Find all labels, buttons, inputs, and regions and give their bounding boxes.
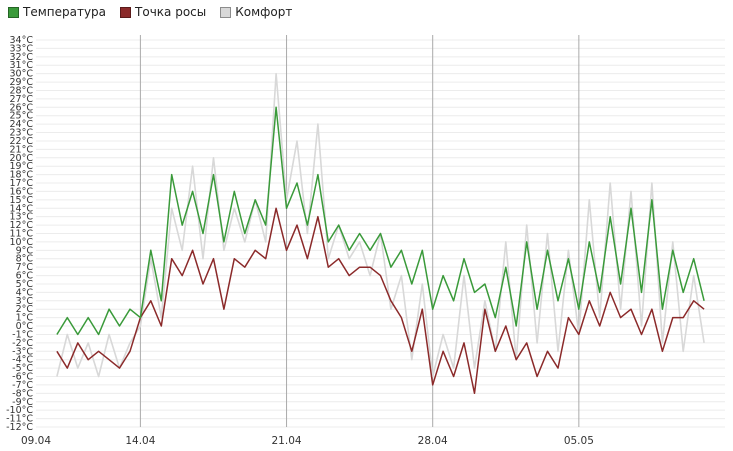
y-tick-label: 11°C (10, 229, 34, 240)
y-tick-label: -9°C (12, 397, 33, 408)
y-tick-label: -3°C (12, 346, 33, 357)
y-tick-label: 7°C (16, 262, 34, 273)
x-tick-label: 28.04 (418, 435, 448, 447)
y-tick-label: 5°C (16, 279, 34, 290)
y-tick-label: 21°C (10, 144, 34, 155)
x-tick-label: 09.04 (21, 435, 51, 447)
y-tick-label: 30°C (10, 69, 34, 80)
x-tick-label: 05.05 (564, 435, 594, 447)
y-tick-label: -8°C (12, 388, 33, 399)
y-tick-label: 3°C (16, 296, 34, 307)
legend-item-dewpoint[interactable]: Точка росы (120, 4, 206, 20)
legend-item-comfort[interactable]: Комфорт (220, 4, 292, 20)
y-tick-label: 16°C (10, 186, 34, 197)
y-tick-label: -6°C (12, 372, 33, 383)
legend-label-dewpoint: Точка росы (135, 5, 207, 19)
legend-label-comfort: Комфорт (235, 5, 293, 19)
y-tick-label: 2°C (16, 304, 34, 315)
y-tick-label: -1°C (12, 329, 33, 340)
y-tick-label: -10°C (6, 405, 33, 416)
y-tick-label: 29°C (10, 77, 34, 88)
y-tick-label: 34°C (10, 35, 34, 46)
series (56, 72, 705, 395)
y-tick-label: -11°C (6, 414, 33, 425)
y-tick-label: 17°C (10, 178, 34, 189)
y-tick-label: 23°C (10, 128, 34, 139)
x-tick-label: 14.04 (125, 435, 155, 447)
y-axis-labels: -12°C-11°C-10°C-9°C-8°C-7°C-6°C-5°C-4°C-… (6, 35, 33, 433)
series-line-temperature (56, 106, 705, 336)
y-tick-label: -12°C (6, 422, 33, 433)
y-tick-label: 25°C (10, 111, 34, 122)
y-tick-label: 18°C (10, 170, 34, 181)
y-tick-label: 24°C (10, 119, 34, 130)
y-tick-label: 14°C (10, 203, 34, 214)
y-tick-label: 4°C (16, 287, 34, 298)
y-tick-label: 13°C (10, 212, 34, 223)
y-tick-label: -4°C (12, 355, 33, 366)
x-axis-labels: 09.04 14.04 21.04 28.04 05.05 (21, 435, 594, 447)
y-tick-label: 27°C (10, 94, 34, 105)
y-tick-label: 28°C (10, 85, 34, 96)
legend-label-temperature: Температура (23, 5, 107, 19)
date-gridlines (139, 35, 580, 427)
legend-swatch-temperature (8, 6, 19, 18)
y-tick-label: 19°C (10, 161, 34, 172)
y-tick-label: 33°C (10, 43, 34, 54)
y-tick-label: 9°C (16, 245, 34, 256)
y-tick-label: 32°C (10, 52, 34, 63)
legend: Температура Точка росы Комфорт (8, 4, 292, 20)
legend-item-temperature[interactable]: Температура (8, 4, 106, 20)
x-tick-label: 21.04 (272, 435, 302, 447)
y-tick-label: 6°C (16, 271, 34, 282)
y-tick-label: 20°C (10, 153, 34, 164)
legend-swatch-dewpoint (120, 6, 132, 18)
y-tick-label: 22°C (10, 136, 34, 147)
y-tick-label: 15°C (10, 195, 34, 206)
y-tick-label: -2°C (12, 338, 33, 349)
y-tick-label: 8°C (16, 254, 34, 265)
y-tick-label: 10°C (10, 237, 34, 248)
y-tick-label: 0°C (16, 321, 34, 332)
y-tick-label: 1°C (16, 313, 34, 324)
legend-swatch-comfort (220, 6, 232, 18)
series-line-dewpoint (56, 207, 705, 395)
y-tick-label: 12°C (10, 220, 34, 231)
y-tick-label: -7°C (12, 380, 33, 391)
y-tick-label: 31°C (10, 60, 34, 71)
y-tick-label: -5°C (12, 363, 33, 374)
y-tick-label: 26°C (10, 102, 34, 113)
